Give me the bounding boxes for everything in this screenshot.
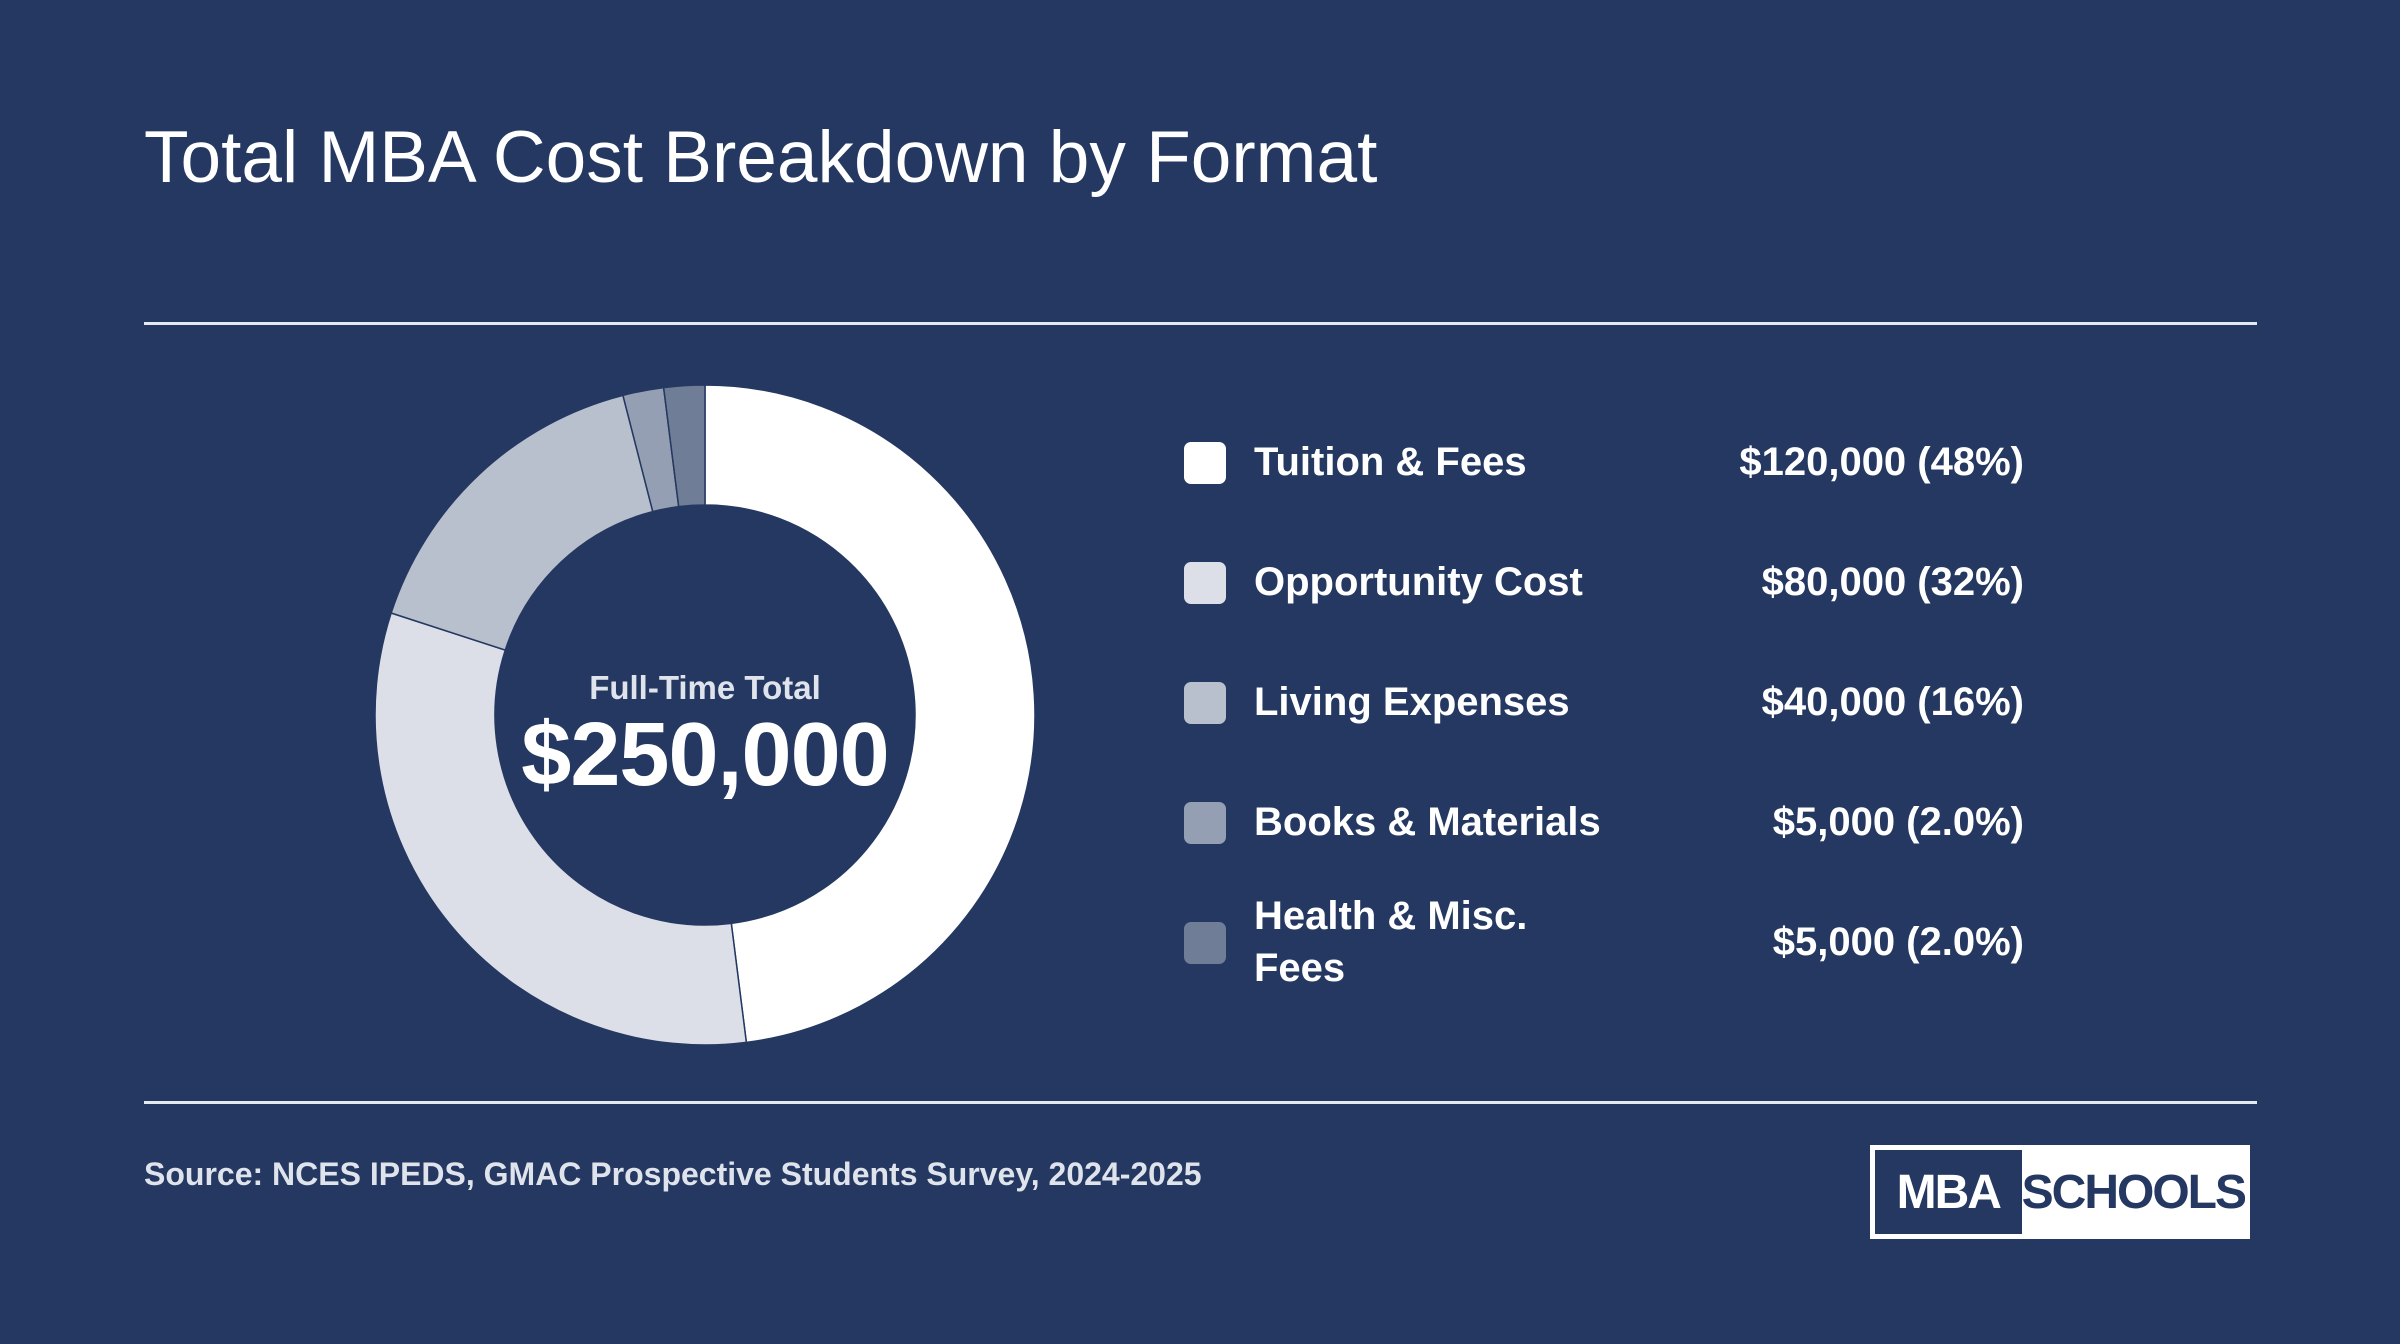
logo-right-text: SCHOOLS	[2021, 1150, 2245, 1234]
legend-value-books-materials: $5,000 (2.0%)	[1772, 800, 2024, 844]
legend-item-tuition-fees: Tuition & Fees $120,000 (48%)	[1184, 400, 2034, 484]
legend-item-books-materials: Books & Materials $5,000 (2.0%)	[1184, 760, 2034, 844]
donut-slice-health-misc-fees	[662, 384, 706, 508]
donut-chart	[374, 384, 1036, 1046]
legend-item-health-misc-fees: Health & Misc. Fees $5,000 (2.0%)	[1184, 880, 2034, 990]
donut-center-value: $250,000	[521, 705, 889, 805]
legend-item-living-expenses: Living Expenses $40,000 (16%)	[1184, 640, 2034, 724]
legend-value-health-misc-fees: $5,000 (2.0%)	[1772, 920, 2024, 964]
donut-slice-tuition-fees	[704, 384, 1036, 1044]
legend-label-books-materials: Books & Materials	[1254, 800, 1601, 844]
legend-swatch-books-materials	[1184, 802, 1226, 844]
donut-slice-living-expenses	[390, 394, 654, 652]
logo-left-text: MBA	[1875, 1150, 2022, 1234]
mba-schools-logo: MBA SCHOOLS	[1870, 1145, 2250, 1239]
legend-value-living-expenses: $40,000 (16%)	[1761, 680, 2024, 724]
chart-title: Total MBA Cost Breakdown by Format	[144, 117, 1378, 198]
legend-swatch-opportunity-cost	[1184, 562, 1226, 604]
legend-label-tuition-fees: Tuition & Fees	[1254, 440, 1527, 484]
legend-value-tuition-fees: $120,000 (48%)	[1739, 440, 2024, 484]
legend-label-health-misc-fees: Health & Misc. Fees	[1254, 894, 1528, 990]
donut-slice-opportunity-cost	[374, 612, 748, 1046]
legend-label-living-expenses: Living Expenses	[1254, 680, 1570, 724]
legend-item-opportunity-cost: Opportunity Cost $80,000 (32%)	[1184, 520, 2034, 604]
legend-swatch-tuition-fees	[1184, 442, 1226, 484]
source-note: Source: NCES IPEDS, GMAC Prospective Stu…	[144, 1156, 1202, 1192]
legend-value-opportunity-cost: $80,000 (32%)	[1761, 560, 2024, 604]
legend-swatch-living-expenses	[1184, 682, 1226, 724]
donut-center-label: Full-Time Total	[589, 669, 821, 706]
top-divider	[144, 322, 2257, 325]
bottom-divider	[144, 1101, 2257, 1104]
legend-label-opportunity-cost: Opportunity Cost	[1254, 560, 1583, 604]
legend-swatch-health-misc-fees	[1184, 922, 1226, 964]
